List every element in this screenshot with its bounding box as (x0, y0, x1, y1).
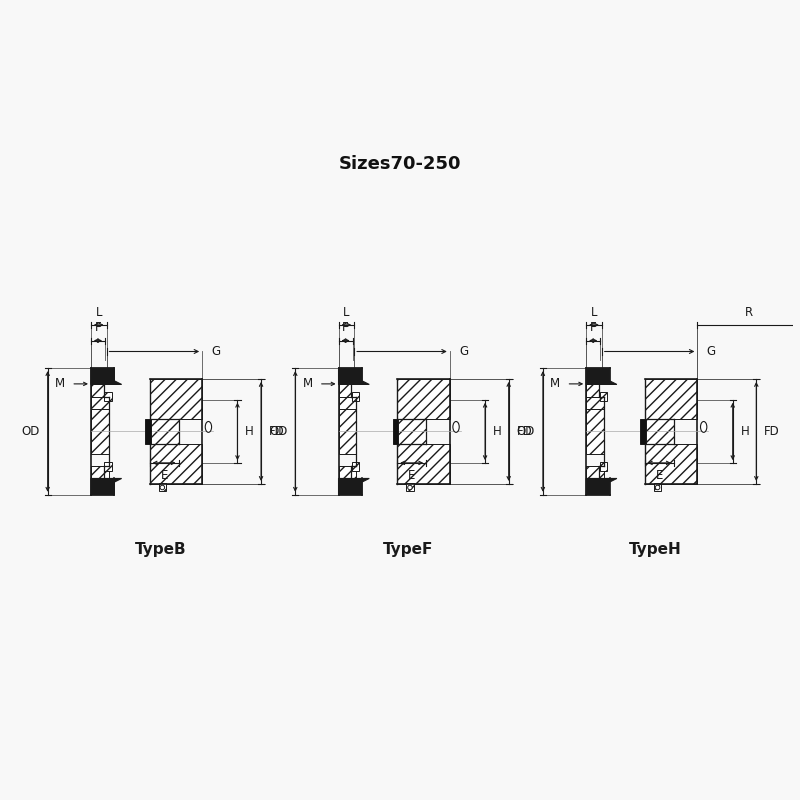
Polygon shape (338, 368, 370, 385)
Polygon shape (654, 483, 661, 491)
Polygon shape (338, 385, 351, 397)
Text: G: G (211, 345, 221, 358)
Text: M: M (302, 378, 313, 390)
Ellipse shape (701, 422, 707, 432)
Polygon shape (352, 462, 359, 471)
Text: G: G (706, 345, 716, 358)
Text: G: G (459, 345, 468, 358)
Text: F: F (590, 322, 597, 334)
Polygon shape (600, 392, 607, 401)
Text: FD: FD (269, 425, 285, 438)
Polygon shape (586, 466, 604, 478)
Text: Sizes70-250: Sizes70-250 (338, 155, 462, 173)
Text: L: L (343, 306, 350, 318)
Text: H: H (493, 425, 502, 438)
Polygon shape (586, 466, 599, 478)
Polygon shape (586, 368, 617, 385)
Circle shape (160, 486, 165, 490)
Text: TypeB: TypeB (134, 542, 186, 558)
Text: E: E (160, 469, 168, 482)
Polygon shape (586, 397, 604, 409)
Polygon shape (586, 409, 604, 454)
Text: OD: OD (269, 425, 287, 438)
Text: M: M (550, 378, 560, 390)
Text: F: F (94, 322, 102, 334)
Text: E: E (656, 469, 663, 482)
Text: L: L (590, 306, 598, 318)
Text: TypeH: TypeH (629, 542, 682, 558)
Polygon shape (586, 478, 617, 494)
Ellipse shape (206, 422, 211, 432)
Polygon shape (645, 418, 674, 444)
Polygon shape (91, 385, 104, 397)
Polygon shape (406, 483, 414, 491)
Text: FD: FD (764, 425, 780, 438)
Polygon shape (105, 462, 112, 471)
Polygon shape (145, 418, 150, 444)
Text: F: F (342, 322, 349, 334)
Polygon shape (91, 478, 122, 494)
Polygon shape (91, 409, 109, 454)
Polygon shape (91, 466, 104, 478)
Ellipse shape (453, 422, 459, 432)
Text: FD: FD (517, 425, 532, 438)
Polygon shape (586, 385, 599, 397)
Polygon shape (393, 418, 398, 444)
Polygon shape (158, 483, 166, 491)
Polygon shape (91, 466, 109, 478)
Polygon shape (338, 466, 356, 478)
Polygon shape (150, 444, 202, 484)
Polygon shape (150, 379, 202, 418)
Text: H: H (246, 425, 254, 438)
Polygon shape (645, 379, 698, 418)
Text: OD: OD (517, 425, 535, 438)
Polygon shape (105, 392, 112, 401)
Circle shape (408, 486, 412, 490)
Polygon shape (398, 418, 426, 444)
Polygon shape (338, 397, 356, 409)
Text: E: E (408, 469, 415, 482)
Polygon shape (352, 392, 359, 401)
Text: OD: OD (22, 425, 40, 438)
Circle shape (655, 486, 660, 490)
Polygon shape (640, 418, 646, 444)
Polygon shape (338, 409, 356, 454)
Polygon shape (91, 397, 109, 409)
Polygon shape (600, 462, 607, 471)
Polygon shape (398, 444, 450, 484)
Text: L: L (95, 306, 102, 318)
Polygon shape (338, 478, 370, 494)
Text: H: H (741, 425, 750, 438)
Polygon shape (150, 418, 178, 444)
Polygon shape (645, 444, 698, 484)
Polygon shape (398, 379, 450, 418)
Text: TypeF: TypeF (382, 542, 433, 558)
Polygon shape (91, 368, 122, 385)
Text: R: R (744, 306, 753, 318)
Polygon shape (338, 466, 351, 478)
Text: M: M (55, 378, 65, 390)
